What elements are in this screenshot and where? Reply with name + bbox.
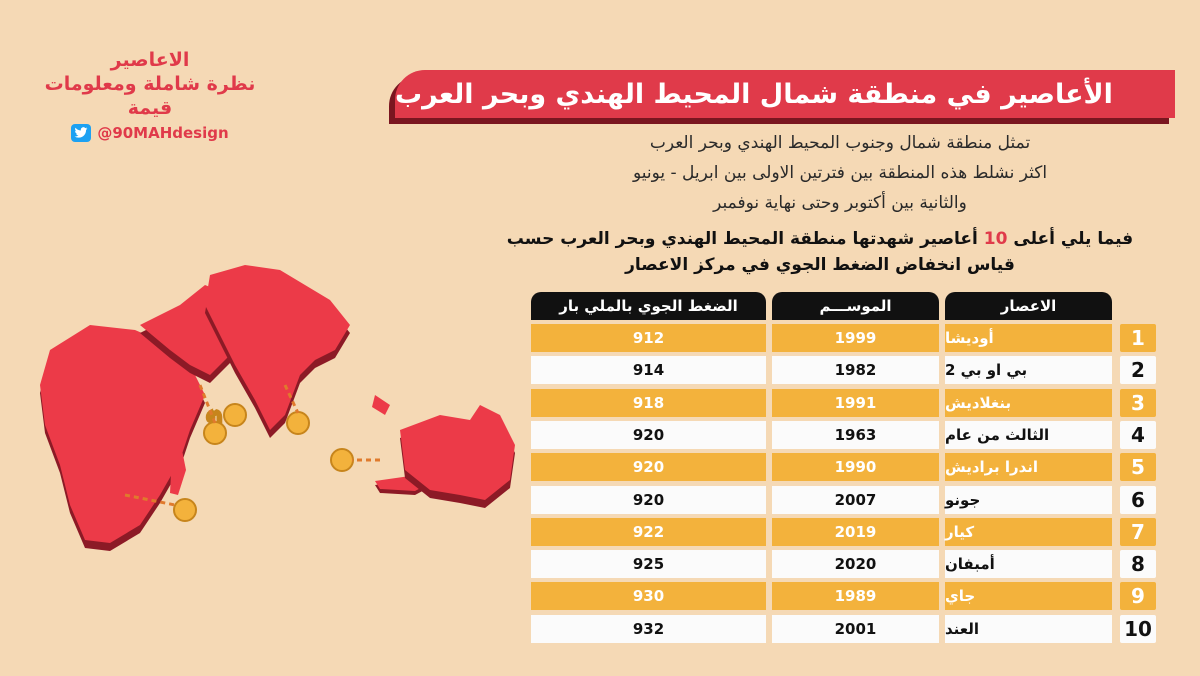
season-cell: 1982 — [772, 356, 939, 384]
lead-highlight: 10 — [983, 229, 1008, 249]
twitter-handle[interactable]: @90MAHdesign — [40, 124, 260, 142]
cyclone-name-cell: الثالث من عام — [945, 421, 1112, 449]
season-cell: 2001 — [772, 615, 939, 643]
cyclone-name-cell: كيار — [945, 518, 1112, 546]
cyclone-name-cell: أمبفان — [945, 550, 1112, 578]
intro-text: تمثل منطقة شمال وجنوب المحيط الهندي وبحر… — [560, 128, 1120, 218]
africa-shape — [40, 325, 205, 551]
australia-shape — [400, 405, 515, 508]
lead-part-2: أعاصير شهدتها منطقة المحيط الهندي وبحر ا… — [506, 229, 984, 249]
rank-badge: 1 — [1120, 324, 1156, 352]
pressure-cell: 918 — [531, 389, 766, 417]
intro-line-2: اكثر نشلط هذه المنطقة بين فترتين الاولى … — [632, 163, 1048, 183]
rank-badge: 8 — [1120, 550, 1156, 578]
intro-line-3: والثانية بين أكتوبر وحتى نهاية نوفمبر — [713, 193, 967, 213]
cyclone-icon — [203, 421, 227, 445]
cyclone-name-cell: بي او بي 2 — [945, 356, 1112, 384]
pressure-cell: 912 — [531, 324, 766, 352]
rank-badge: 3 — [1120, 389, 1156, 417]
pressure-cell: 932 — [531, 615, 766, 643]
asia-shape — [205, 265, 350, 438]
season-cell: 2020 — [772, 550, 939, 578]
madagascar-shape — [170, 450, 186, 495]
pressure-cell: 914 — [531, 356, 766, 384]
brand-block: الاعاصير نظرة شاملة ومعلومات قيمة @90MAH… — [40, 48, 260, 142]
brand-title: الاعاصير — [110, 49, 190, 71]
cyclone-name-cell: بنغلاديش — [945, 389, 1112, 417]
map-illustration: ๆ — [40, 265, 515, 551]
cyclone-icon — [330, 448, 354, 472]
cyclone-name-cell: العند — [945, 615, 1112, 643]
cyclone-paths — [124, 384, 380, 507]
page-title: الأعاصير في منطقة شمال المحيط الهندي وبح… — [395, 78, 1113, 110]
cyclone-name-cell: اندرا براديش — [945, 453, 1112, 481]
rank-badge: 5 — [1120, 453, 1156, 481]
lead-text: فيما يلي أعلى 10 أعاصير شهدتها منطقة الم… — [470, 226, 1170, 278]
cyclone-icon — [223, 403, 247, 427]
season-cell: 1989 — [772, 582, 939, 610]
rank-badge: 9 — [1120, 582, 1156, 610]
cyclone-name-cell: جاي — [945, 582, 1112, 610]
season-cell: 2019 — [772, 518, 939, 546]
title-banner: الأعاصير في منطقة شمال المحيط الهندي وبح… — [389, 70, 1175, 124]
season-cell: 2007 — [772, 486, 939, 514]
season-cell: 1991 — [772, 389, 939, 417]
cyclone-name-cell: أوديشا — [945, 324, 1112, 352]
season-cell: 1999 — [772, 324, 939, 352]
pressure-cell: 922 — [531, 518, 766, 546]
rank-badge: 2 — [1120, 356, 1156, 384]
lead-part-1: فيما يلي أعلى — [1007, 229, 1134, 249]
header-season: الموســـم — [772, 292, 939, 320]
season-cell: 1990 — [772, 453, 939, 481]
header-pressure: الضغط الجوي بالملي بار — [531, 292, 766, 320]
twitter-icon — [71, 124, 92, 142]
intro-line-1: تمثل منطقة شمال وجنوب المحيط الهندي وبحر… — [649, 133, 1031, 153]
rank-badge: 6 — [1120, 486, 1156, 514]
lead-line-2: قياس انخفاض الضغط الجوي في مركز الاعصار — [625, 255, 1015, 275]
twitter-handle-text: @90MAHdesign — [97, 124, 229, 142]
season-cell: 1963 — [772, 421, 939, 449]
rank-badge: 10 — [1120, 615, 1156, 643]
brand-subtitle: نظرة شاملة ومعلومات قيمة — [44, 73, 256, 119]
rank-badge: 4 — [1120, 421, 1156, 449]
cyclone-name-cell: جونو — [945, 486, 1112, 514]
header-name: الاعصار — [945, 292, 1112, 320]
pressure-cell: 930 — [531, 582, 766, 610]
pressure-cell: 920 — [531, 453, 766, 481]
cyclone-icon — [173, 498, 197, 522]
pressure-cell: 920 — [531, 421, 766, 449]
rank-badge: 7 — [1120, 518, 1156, 546]
lead-line-1: فيما يلي أعلى 10 أعاصير شهدتها منطقة الم… — [470, 226, 1170, 252]
pressure-cell: 920 — [531, 486, 766, 514]
pressure-cell: 925 — [531, 550, 766, 578]
cyclone-icon — [286, 411, 310, 435]
banner-face: الأعاصير في منطقة شمال المحيط الهندي وبح… — [395, 70, 1175, 118]
